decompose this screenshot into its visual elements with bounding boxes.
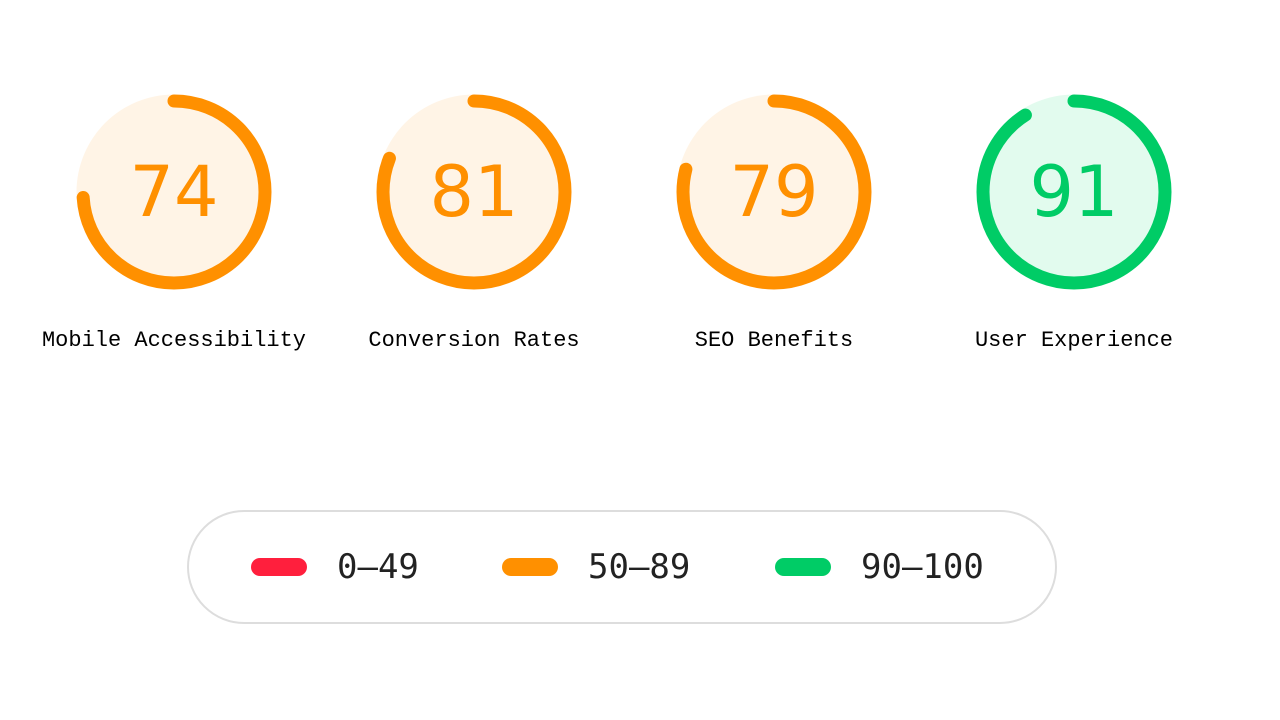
gauge-arc xyxy=(976,94,1172,290)
gauge-fill xyxy=(976,94,1172,290)
gauge-arc xyxy=(376,94,572,290)
gauge-fill xyxy=(376,94,572,290)
gauge-fill xyxy=(676,94,872,290)
gauge-ring-seo-benefits xyxy=(676,94,872,290)
gauge-mobile-accessibility: 74 Mobile Accessibility xyxy=(24,0,324,380)
gauge-fill xyxy=(76,94,272,290)
legend-swatch-average xyxy=(502,558,558,576)
gauge-seo-benefits: 79 SEO Benefits xyxy=(624,0,924,380)
legend-item-fail: 0–49 xyxy=(251,512,419,622)
gauge-arc xyxy=(76,94,272,290)
gauge-arc xyxy=(676,94,872,290)
gauge-score: 74 xyxy=(129,151,219,233)
legend-item-pass: 90–100 xyxy=(775,512,984,622)
gauge-score: 81 xyxy=(429,151,519,233)
legend-swatch-fail xyxy=(251,558,307,576)
gauge-label: Conversion Rates xyxy=(368,328,580,353)
legend-label: 50–89 xyxy=(588,547,691,587)
gauge-user-experience: 91 User Experience xyxy=(924,0,1224,380)
gauge-score: 79 xyxy=(729,151,819,233)
legend-label: 0–49 xyxy=(337,547,419,587)
legend-item-average: 50–89 xyxy=(502,512,690,622)
score-legend: 0–49 50–89 90–100 xyxy=(187,510,1057,624)
gauge-label: SEO Benefits xyxy=(694,328,854,353)
legend-label: 90–100 xyxy=(861,547,984,587)
legend-swatch-pass xyxy=(775,558,831,576)
gauge-ring-conversion-rates xyxy=(376,94,572,290)
gauge-label: User Experience xyxy=(974,328,1174,353)
gauge-label: Mobile Accessibility xyxy=(41,328,307,353)
gauge-ring-user-experience xyxy=(976,94,1172,290)
gauge-ring-mobile-accessibility xyxy=(76,94,272,290)
gauge-conversion-rates: 81 Conversion Rates xyxy=(324,0,624,380)
gauge-score: 91 xyxy=(1029,151,1119,233)
